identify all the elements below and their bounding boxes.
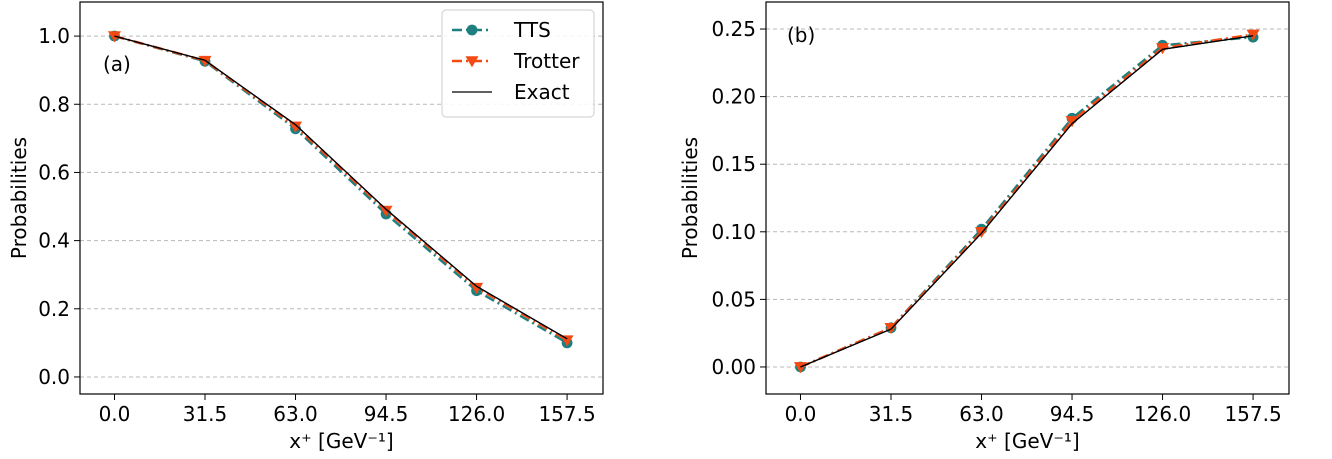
y-ticks: 0.0 0.2 0.4 0.6 0.8 1.0 (38, 24, 80, 389)
y-tick-label: 0.8 (38, 92, 70, 116)
y-tick-label: 0.6 (38, 160, 70, 184)
x-tick-label: 0.0 (99, 402, 131, 426)
plot-frame (765, 1, 1290, 395)
legend-marker-tts (466, 24, 478, 36)
y-gridlines (80, 35, 603, 378)
series-line-exact-top (114, 35, 568, 340)
x-tick-label: 157.5 (538, 402, 595, 426)
x-tick-label: 31.5 (869, 402, 914, 426)
x-tick-label: 31.5 (183, 402, 228, 426)
legend-label-exact: Exact (514, 80, 570, 104)
series-line-trotter (800, 33, 1254, 369)
legend-label-tts: TTS (513, 18, 551, 42)
panel-label: (a) (103, 52, 131, 76)
y-tick-label: 0.15 (711, 152, 756, 176)
data-point-trotter (560, 335, 574, 347)
series-line-tts (114, 34, 568, 344)
y-tick-label: 0.0 (38, 365, 70, 389)
x-tick-label: 157.5 (1224, 402, 1281, 426)
series-group (107, 30, 574, 349)
x-tick-label: 94.5 (364, 402, 409, 426)
series-group (793, 29, 1260, 374)
x-tick-label: 0.0 (785, 402, 817, 426)
chart-panel-1: 0.0 31.5 63.0 94.5 126.0 157.5 0.0 0.2 0.4 0.6 0.8… (7, 1, 604, 453)
legend-box (441, 9, 595, 118)
y-axis-label: Probabilities (678, 137, 702, 259)
y-ticks: 0.00 0.05 0.10 0.15 0.20 0.25 (711, 17, 766, 379)
y-tick-label: 0.4 (38, 229, 70, 253)
x-axis-label: x⁺ [GeV⁻¹] (975, 429, 1079, 453)
chart-panel-2: 0.0 31.5 63.0 94.5 126.0 157.5 0.00 0.05 0.10 0.1… (678, 1, 1290, 453)
y-gridlines (766, 28, 1289, 368)
x-ticks: 0.0 31.5 63.0 94.5 126.0 157.5 (99, 394, 596, 426)
y-tick-label: 0.25 (711, 17, 756, 41)
legend-marker-trotter (465, 56, 479, 68)
y-tick-label: 0.00 (711, 355, 756, 379)
x-ticks: 0.0 31.5 63.0 94.5 126.0 157.5 (785, 394, 1282, 426)
y-tick-label: 1.0 (38, 24, 70, 48)
y-tick-label: 0.2 (38, 297, 70, 321)
series-line-tts (800, 35, 1254, 369)
x-tick-label: 126.0 (1134, 402, 1191, 426)
panel-label: (b) (787, 23, 815, 47)
series-line-exact (800, 35, 1254, 368)
x-tick-label: 63.0 (959, 402, 1004, 426)
x-tick-label: 126.0 (448, 402, 505, 426)
legend: TTS Trotter Exact (441, 9, 595, 118)
y-tick-label: 0.20 (711, 85, 756, 109)
x-tick-label: 94.5 (1050, 402, 1095, 426)
y-tick-label: 0.05 (711, 287, 756, 311)
x-axis-label: x⁺ [GeV⁻¹] (289, 429, 393, 453)
y-tick-label: 0.10 (711, 220, 756, 244)
series-line-exact-top (800, 35, 1254, 368)
legend-label-trotter: Trotter (513, 49, 580, 73)
series-line-trotter (114, 34, 568, 342)
y-axis-label: Probabilities (7, 137, 31, 259)
x-tick-label: 63.0 (273, 402, 318, 426)
data-point-trotter (1246, 29, 1260, 41)
data-point-trotter (198, 55, 212, 67)
plot-frame (79, 1, 604, 395)
